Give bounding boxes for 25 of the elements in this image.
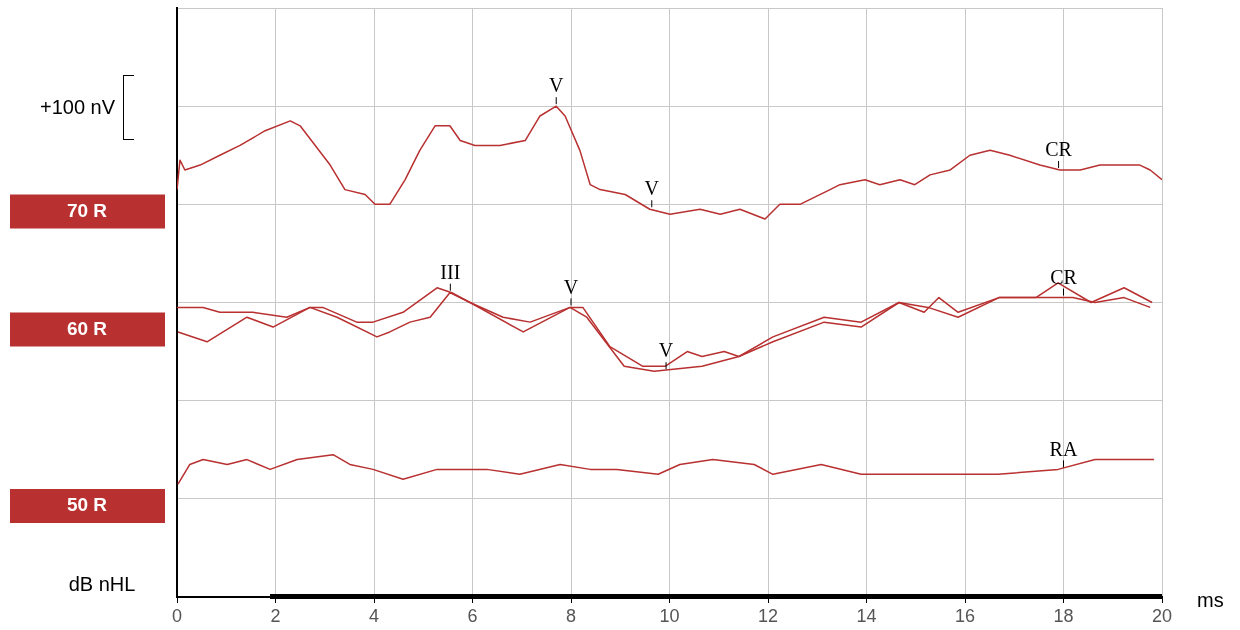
x-tick-label: 0 xyxy=(171,605,183,626)
text: 50 R xyxy=(66,494,108,516)
y-axis-title: dB nHL xyxy=(68,572,136,595)
x-tick-label: 6 xyxy=(467,605,478,626)
annotation: V xyxy=(644,177,660,200)
x-tick-label: 16 xyxy=(954,605,976,626)
text: 60 R xyxy=(66,317,108,339)
x-tick-label: 8 xyxy=(565,605,577,626)
x-tick-label: 2 xyxy=(270,605,281,626)
annotation: V xyxy=(563,275,579,298)
text: 70 R xyxy=(66,199,108,221)
annotation: V xyxy=(549,74,564,97)
x-tick-label: 4 xyxy=(368,605,380,626)
annotation: V xyxy=(658,339,674,362)
scale-bracket: +100 nV xyxy=(40,75,135,140)
x-tick-label: 14 xyxy=(856,605,877,626)
annotation: III xyxy=(440,260,461,283)
x-tick-label: 20 xyxy=(1151,605,1173,626)
x-tick-label: 12 xyxy=(757,605,779,626)
x-axis-title: ms xyxy=(1197,588,1224,611)
x-tick-label: 10 xyxy=(659,605,680,626)
annotation: CR xyxy=(1050,265,1078,288)
annotation: RA xyxy=(1049,437,1078,460)
annotation: CR xyxy=(1045,138,1073,161)
x-tick-label: 18 xyxy=(1053,605,1074,626)
